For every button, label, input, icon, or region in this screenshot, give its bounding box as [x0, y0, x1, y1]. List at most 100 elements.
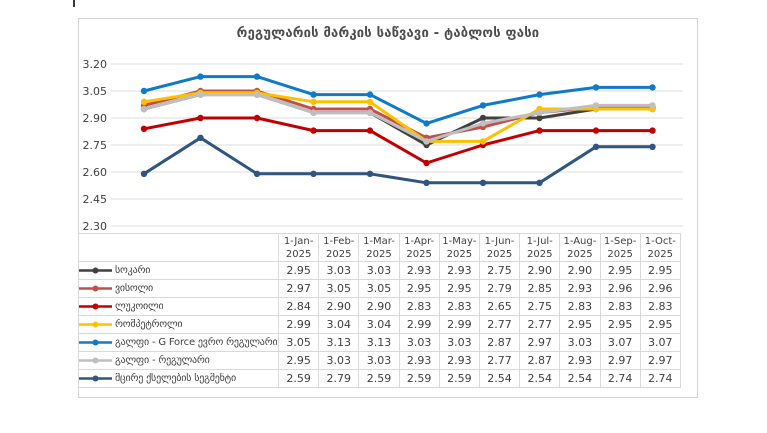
data-point-marker	[310, 91, 317, 98]
value-cell: 2.77	[478, 351, 521, 370]
data-point-marker	[536, 114, 543, 122]
table-row: ლუკოილი 2.84 2.90 2.90 2.83 2.83 2.65 2.75 2.83 2…	[78, 297, 681, 316]
series-line	[142, 75, 654, 125]
value-cell: 2.95	[599, 315, 641, 334]
value-cell: 3.03	[398, 333, 440, 352]
data-point-marker	[310, 127, 317, 134]
data-point-marker	[423, 179, 430, 186]
series-name-label: ლუკოილი	[115, 301, 164, 312]
y-axis-tick-label: 2.30	[83, 220, 108, 233]
value-cell: 2.59	[277, 369, 320, 388]
value-cell: 2.59	[438, 369, 480, 388]
value-cell: 2.97	[639, 351, 681, 370]
data-point-marker	[197, 134, 204, 141]
table-row: მცირე ქსელების სეგმენტი 2.59 2.79 2.59 2.59 2…	[78, 369, 681, 388]
data-point-marker	[479, 102, 487, 109]
value-cell: 2.84	[277, 297, 320, 316]
data-point-marker	[197, 91, 204, 98]
chart-panel[interactable]: რეგულარის მარკის საწვავი - ტაბლოს ფასი 3…	[78, 18, 698, 398]
value-cell: 3.07	[599, 333, 641, 352]
data-point-marker	[649, 84, 656, 91]
data-point-marker	[253, 91, 261, 98]
data-point-marker	[140, 170, 148, 177]
data-point-marker	[253, 73, 261, 80]
value-cell: 3.03	[318, 261, 360, 280]
value-cell: 2.93	[438, 261, 480, 280]
legend-cell: ლუკოილი	[78, 297, 279, 316]
series-swatch-icon	[79, 303, 112, 310]
value-cell: 2.75	[478, 261, 521, 280]
series-name-label: გალფი - რეგულარი	[115, 355, 210, 366]
value-cell: 2.90	[519, 261, 561, 280]
table-header-row: 1-Jan- 2025 1-Feb- 2025 1-Mar- 2025 1-Apr- 2025…	[78, 233, 681, 262]
data-point-marker	[592, 84, 600, 91]
value-cell: 2.59	[398, 369, 440, 388]
table-row: გალფი - რეგულარი 2.95 3.03 3.03 2.93 2.93 2.77…	[78, 351, 681, 370]
value-cell: 2.83	[398, 297, 440, 316]
value-cell: 2.93	[398, 351, 440, 370]
value-cell: 2.79	[478, 279, 521, 298]
value-cell: 2.54	[559, 369, 601, 388]
data-point-marker	[310, 170, 317, 177]
chart-title: რეგულარის მარკის საწვავი - ტაბლოს ფასი	[236, 26, 540, 41]
y-axis-tick-label: 2.90	[83, 112, 108, 125]
y-axis-tick-label: 3.05	[83, 85, 108, 98]
value-cell: 2.95	[599, 261, 641, 280]
data-point-marker	[423, 138, 430, 145]
series-name-label: ვისოლი	[115, 283, 154, 294]
data-point-marker	[197, 114, 204, 122]
value-cell: 2.77	[519, 315, 561, 334]
data-table: 1-Jan- 2025 1-Feb- 2025 1-Mar- 2025 1-Apr- 2025…	[78, 233, 681, 388]
y-axis-tick-label: 2.60	[83, 166, 108, 179]
data-point-marker	[253, 114, 261, 122]
value-cell: 2.83	[599, 297, 641, 316]
value-cell: 3.05	[277, 333, 320, 352]
series-line	[142, 116, 654, 165]
value-cell: 2.79	[318, 369, 360, 388]
legend-cell: სოკარი	[78, 261, 279, 280]
value-cell: 2.54	[478, 369, 521, 388]
value-cell: 3.05	[358, 279, 400, 298]
value-cell: 2.90	[318, 297, 360, 316]
data-point-marker	[592, 102, 600, 109]
date-header: 1-Jan- 2025	[277, 233, 320, 262]
series-swatch-icon	[79, 339, 112, 346]
data-point-marker	[479, 179, 487, 186]
value-cell: 2.96	[599, 279, 641, 298]
value-cell: 2.54	[519, 369, 561, 388]
value-cell: 2.96	[639, 279, 681, 298]
value-cell: 2.83	[438, 297, 480, 316]
series-swatch-icon	[79, 375, 112, 382]
data-point-marker	[649, 143, 656, 150]
series-name-label: გალფი - G Force ევრო რეგულარი	[115, 337, 278, 348]
date-header: 1-Apr- 2025	[398, 233, 440, 262]
value-cell: 3.03	[358, 351, 400, 370]
series-swatch-icon	[79, 267, 112, 274]
value-cell: 3.03	[559, 333, 601, 352]
series-name-label: სოკარი	[115, 265, 151, 276]
line-chart-plot: 3.20 3.05 2.90 2.75 2.60 2.45 2.30	[83, 58, 683, 233]
series-name-label: მცირე ქსელების სეგმენტი	[115, 373, 236, 384]
data-point-marker	[366, 109, 374, 116]
value-cell: 2.85	[519, 279, 561, 298]
data-point-marker	[310, 98, 317, 106]
value-cell: 2.97	[519, 333, 561, 352]
y-axis-tick-label: 2.45	[83, 193, 108, 206]
value-cell: 3.03	[318, 351, 360, 370]
value-cell: 3.13	[358, 333, 400, 352]
data-point-marker	[253, 170, 261, 177]
data-point-marker	[592, 143, 600, 150]
y-axis-tick-label: 3.20	[83, 58, 108, 71]
value-cell: 2.83	[559, 297, 601, 316]
data-point-marker	[140, 98, 148, 106]
value-cell: 2.95	[277, 351, 320, 370]
date-header: 1-Sep- 2025	[599, 233, 641, 262]
series-line	[142, 136, 654, 185]
value-cell: 3.07	[639, 333, 681, 352]
data-point-marker	[536, 109, 543, 116]
value-cell: 2.65	[478, 297, 521, 316]
value-cell: 2.93	[559, 351, 601, 370]
value-cell: 2.95	[639, 315, 681, 334]
value-cell: 3.03	[438, 333, 480, 352]
value-cell: 3.13	[318, 333, 360, 352]
